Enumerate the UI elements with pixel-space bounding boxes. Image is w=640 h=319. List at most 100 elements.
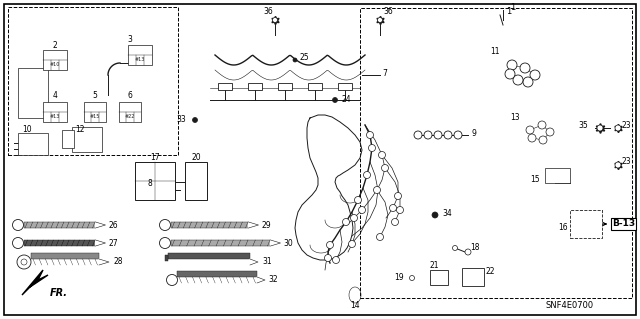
Text: 2: 2: [52, 41, 58, 49]
Text: 5: 5: [93, 92, 97, 100]
Text: B-13: B-13: [612, 219, 635, 228]
Circle shape: [465, 249, 471, 255]
Text: 22: 22: [486, 268, 495, 277]
Text: 25: 25: [300, 54, 310, 63]
Bar: [218, 83, 232, 90]
Circle shape: [381, 165, 388, 172]
Bar: [62, 130, 74, 148]
Polygon shape: [271, 240, 280, 246]
Polygon shape: [95, 222, 106, 228]
Text: 10: 10: [22, 125, 31, 135]
Bar: [170, 222, 248, 228]
Text: 36: 36: [383, 8, 393, 17]
Circle shape: [520, 63, 530, 73]
Bar: [338, 83, 352, 90]
Text: SNF4E0700: SNF4E0700: [546, 300, 594, 309]
Bar: [18, 68, 48, 118]
Bar: [165, 255, 168, 261]
Circle shape: [166, 275, 177, 286]
Text: FR.: FR.: [50, 288, 68, 298]
Circle shape: [615, 162, 621, 168]
Text: 1: 1: [506, 8, 511, 17]
Bar: [308, 83, 322, 90]
Circle shape: [434, 131, 442, 139]
Polygon shape: [22, 270, 48, 295]
Bar: [430, 270, 448, 285]
Circle shape: [364, 172, 371, 179]
Text: #13: #13: [50, 114, 60, 119]
Text: 4: 4: [52, 92, 58, 100]
Text: 34: 34: [442, 209, 452, 218]
Circle shape: [13, 238, 24, 249]
Circle shape: [394, 192, 401, 199]
Circle shape: [530, 70, 540, 80]
Text: 28: 28: [113, 257, 122, 266]
Circle shape: [159, 219, 170, 231]
Circle shape: [193, 117, 198, 122]
Text: #13: #13: [135, 57, 145, 62]
Bar: [168, 253, 250, 259]
Text: 31: 31: [262, 256, 271, 265]
Text: 1: 1: [510, 4, 515, 12]
Circle shape: [538, 121, 546, 129]
Circle shape: [21, 259, 27, 265]
Bar: [570, 210, 602, 238]
Circle shape: [374, 187, 381, 194]
Circle shape: [526, 126, 534, 134]
Bar: [84, 102, 106, 122]
Circle shape: [452, 246, 458, 250]
Text: 14: 14: [350, 300, 360, 309]
Text: 20: 20: [191, 153, 201, 162]
Circle shape: [358, 206, 365, 213]
Bar: [462, 268, 484, 286]
Circle shape: [397, 206, 403, 213]
Bar: [43, 50, 67, 70]
Polygon shape: [95, 240, 106, 246]
Text: 26: 26: [109, 220, 118, 229]
Text: 9: 9: [472, 129, 477, 137]
Circle shape: [324, 255, 332, 262]
Bar: [135, 162, 175, 200]
Circle shape: [390, 204, 397, 211]
Circle shape: [615, 125, 621, 131]
Polygon shape: [250, 259, 258, 265]
Text: #22: #22: [125, 114, 135, 119]
Circle shape: [293, 58, 297, 62]
Bar: [278, 83, 292, 90]
Text: 23: 23: [622, 158, 632, 167]
Text: 3: 3: [127, 35, 132, 44]
Bar: [185, 162, 207, 200]
Circle shape: [273, 18, 278, 23]
Circle shape: [513, 75, 523, 85]
Circle shape: [597, 125, 603, 131]
Circle shape: [392, 219, 399, 226]
Circle shape: [333, 98, 337, 102]
Text: 29: 29: [262, 220, 271, 229]
Circle shape: [378, 18, 383, 23]
Text: 7: 7: [382, 69, 387, 78]
Bar: [128, 45, 152, 65]
Text: #10: #10: [50, 62, 60, 67]
Text: 33: 33: [176, 115, 186, 124]
Polygon shape: [257, 277, 265, 283]
Text: 17: 17: [150, 153, 160, 162]
Circle shape: [333, 256, 339, 263]
Text: 8: 8: [147, 180, 152, 189]
Circle shape: [376, 234, 383, 241]
Circle shape: [17, 255, 31, 269]
Circle shape: [159, 238, 170, 249]
Bar: [545, 168, 570, 183]
Text: 30: 30: [284, 239, 293, 248]
Bar: [72, 127, 102, 152]
Text: 19: 19: [394, 273, 404, 283]
Circle shape: [546, 128, 554, 136]
Polygon shape: [99, 259, 109, 265]
Circle shape: [454, 131, 462, 139]
Circle shape: [369, 145, 376, 152]
Text: 36: 36: [263, 8, 273, 17]
Circle shape: [378, 152, 385, 159]
Bar: [43, 102, 67, 122]
Circle shape: [349, 241, 355, 248]
Text: 24: 24: [342, 95, 351, 105]
Text: 13: 13: [510, 114, 520, 122]
